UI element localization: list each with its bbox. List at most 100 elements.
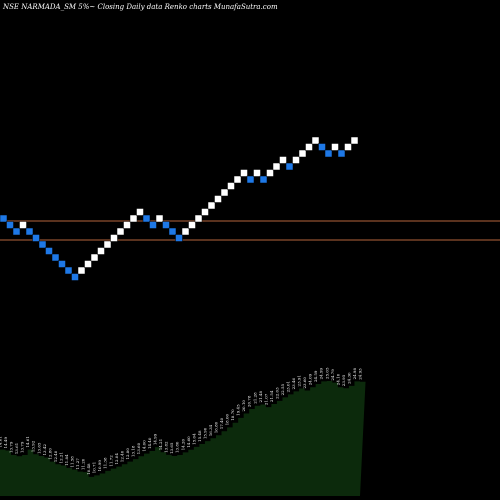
up-brick	[90, 253, 99, 262]
up-brick	[233, 175, 242, 184]
volume-value-label: 21.28	[252, 392, 257, 404]
volume-value-label: 21.54	[269, 390, 274, 402]
up-brick	[240, 169, 248, 177]
up-brick	[103, 240, 112, 249]
volume-value-label: 13.65	[36, 442, 41, 454]
volume-value-label: 13.18	[130, 445, 135, 457]
level-lines	[0, 220, 500, 241]
volume-value-label: 23.01	[286, 381, 291, 392]
down-brick	[246, 175, 255, 184]
volume-value-label: 13.61	[14, 443, 19, 454]
up-brick	[292, 156, 300, 164]
up-brick	[331, 143, 339, 151]
up-brick	[207, 201, 216, 210]
down-brick	[51, 253, 60, 262]
down-brick	[259, 175, 268, 184]
volume-value-label: 14.49	[3, 437, 8, 449]
volume-value-label: 11.72	[108, 455, 113, 467]
volume-value-label: 12.04	[114, 453, 119, 465]
volume-value-label: 14.40	[147, 437, 152, 449]
volume-value-label: 14.61	[25, 436, 30, 447]
volume-value-label: 12.40	[53, 450, 58, 462]
volume-area: 14.61 14.49 13.79 13.61 13.79 14.61 13.92 13.65…	[0, 367, 366, 496]
down-brick	[64, 266, 73, 275]
volume-value-label: 14.00	[142, 440, 147, 452]
volume-value-label: 18.00	[225, 413, 230, 425]
up-brick	[136, 208, 144, 216]
down-brick	[32, 234, 40, 242]
up-brick	[110, 234, 118, 242]
renko-bricks	[0, 136, 359, 281]
down-brick	[175, 234, 183, 242]
volume-value-label: 24.99	[319, 367, 324, 379]
volume-value-label: 13.80	[175, 441, 180, 453]
volume-value-label: 24.79	[330, 369, 335, 381]
volume-value-label: 20.10	[241, 400, 246, 412]
volume-value-label: 20.78	[247, 395, 252, 407]
volume-value-label: 10.48	[86, 463, 91, 475]
up-brick	[194, 214, 203, 223]
volume-value-label: 25.05	[324, 367, 329, 379]
down-brick	[149, 221, 157, 229]
up-brick	[155, 214, 164, 223]
volume-value-label: 14.60	[186, 436, 191, 448]
volume-value-label: 14.21	[158, 439, 163, 450]
volume-value-label: 17.40	[219, 417, 224, 429]
up-brick	[77, 266, 86, 275]
volume-value-label: 13.92	[31, 440, 36, 452]
volume-value-label: 15.48	[197, 430, 202, 442]
volume-value-label: 12.40	[119, 450, 124, 462]
volume-value-label: 10.71	[92, 462, 97, 473]
volume-value-label: 15.04	[191, 433, 196, 445]
volume-value-label: 23.46	[291, 378, 296, 390]
up-brick	[298, 149, 307, 158]
down-brick	[168, 227, 177, 236]
down-brick	[324, 149, 333, 158]
volume-value-label: 12.80	[125, 448, 130, 460]
up-brick	[311, 136, 320, 145]
volume-value-label: 11.58	[70, 456, 75, 468]
volume-value-label: 21.07	[263, 393, 268, 405]
volume-value-label: 16.80	[214, 421, 219, 433]
volume-value-label: 13.79	[9, 441, 14, 453]
volume-value-label: 24.98	[352, 368, 357, 380]
volume-value-label: 13.42	[42, 444, 47, 456]
up-brick	[350, 136, 359, 145]
volume-value-label: 11.20	[81, 458, 86, 470]
chart-title: NSE NARMADA_SM 5%~ Closing Daily data Re…	[2, 3, 278, 11]
volume-value-label: 11.84	[64, 454, 69, 466]
volume-value-label: 14.99	[153, 433, 158, 445]
volume-value-label: 23.95	[341, 374, 346, 386]
volume-value-label: 22.03	[274, 387, 279, 399]
volume-value-label: 12.21	[58, 452, 63, 463]
down-brick	[58, 260, 66, 268]
up-brick	[19, 221, 27, 229]
up-brick	[253, 169, 261, 177]
up-brick	[97, 247, 105, 255]
up-brick	[181, 227, 190, 236]
volume-value-label: 12.80	[47, 448, 52, 460]
volume-value-label: 24.93	[358, 368, 363, 380]
down-brick	[337, 149, 346, 158]
up-brick	[305, 143, 313, 151]
up-brick	[214, 195, 222, 203]
up-brick	[188, 221, 196, 229]
up-brick	[272, 162, 281, 171]
down-brick	[6, 221, 14, 229]
down-brick	[285, 162, 294, 171]
up-brick	[123, 221, 131, 229]
up-brick	[84, 260, 92, 268]
down-brick	[318, 143, 326, 151]
volume-value-label: 23.60	[302, 377, 307, 389]
up-brick	[116, 227, 125, 236]
volume-value-label: 11.38	[103, 457, 108, 469]
up-brick	[201, 208, 209, 216]
volume-value-label: 24.59	[313, 370, 318, 382]
volume-value-label: 14.20	[180, 438, 185, 450]
volume-value-label: 22.55	[280, 384, 285, 396]
volume-value-label: 19.45	[236, 404, 241, 416]
volume-value-label: 24.30	[346, 372, 351, 384]
up-brick	[344, 143, 352, 151]
